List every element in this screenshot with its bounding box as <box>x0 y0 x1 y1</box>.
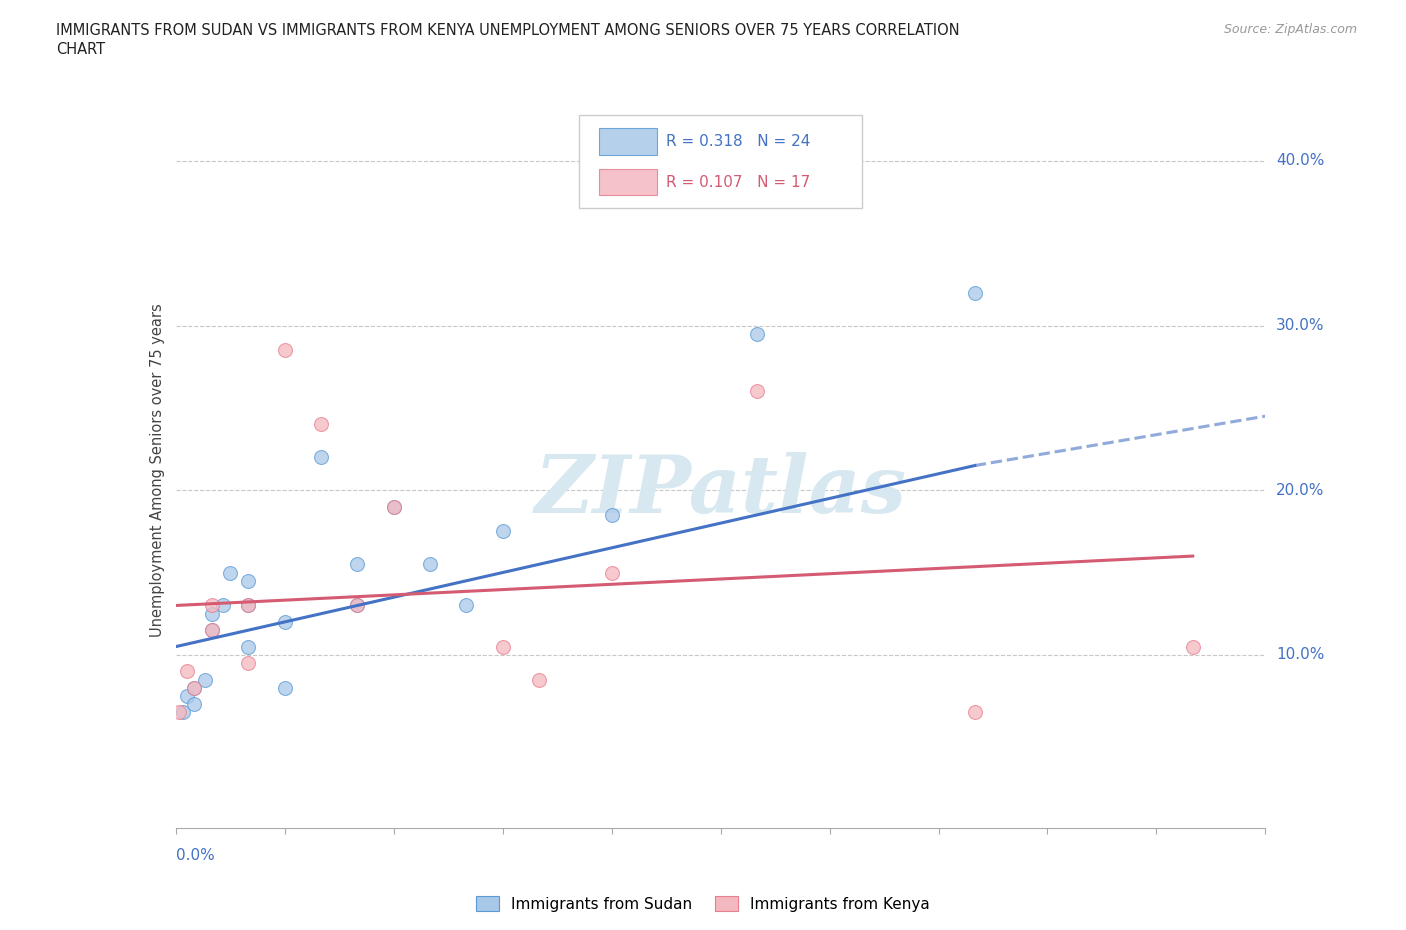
Point <box>194 672 217 687</box>
Text: Source: ZipAtlas.com: Source: ZipAtlas.com <box>1223 23 1357 36</box>
Point <box>456 598 478 613</box>
Point <box>238 598 260 613</box>
Point <box>183 681 205 696</box>
Point <box>963 286 986 300</box>
Y-axis label: Unemployment Among Seniors over 75 years: Unemployment Among Seniors over 75 years <box>149 303 165 636</box>
Point <box>238 573 260 588</box>
Point <box>201 623 224 638</box>
Point <box>309 450 332 465</box>
Point <box>183 681 205 696</box>
Point <box>346 598 368 613</box>
Point <box>274 615 297 630</box>
Point <box>1181 639 1204 654</box>
Point <box>201 606 224 621</box>
Point <box>219 565 242 580</box>
Text: IMMIGRANTS FROM SUDAN VS IMMIGRANTS FROM KENYA UNEMPLOYMENT AMONG SENIORS OVER 7: IMMIGRANTS FROM SUDAN VS IMMIGRANTS FROM… <box>56 23 960 38</box>
Text: 10.0%: 10.0% <box>1277 647 1324 662</box>
Point <box>176 688 198 703</box>
Point <box>346 557 368 572</box>
Point <box>274 343 297 358</box>
Point <box>745 326 768 341</box>
Text: ZIPatlas: ZIPatlas <box>534 452 907 530</box>
FancyBboxPatch shape <box>599 169 658 195</box>
Point <box>183 697 205 711</box>
Point <box>382 499 405 514</box>
Point <box>492 639 515 654</box>
Point <box>238 656 260 671</box>
Point <box>238 598 260 613</box>
Text: 40.0%: 40.0% <box>1277 153 1324 168</box>
Point <box>169 705 191 720</box>
Text: R = 0.318   N = 24: R = 0.318 N = 24 <box>666 134 810 149</box>
Point <box>309 417 332 432</box>
Point <box>527 672 550 687</box>
Point <box>172 705 194 720</box>
Legend: Immigrants from Sudan, Immigrants from Kenya: Immigrants from Sudan, Immigrants from K… <box>470 889 936 918</box>
Point <box>492 524 515 538</box>
Point <box>382 499 405 514</box>
Point <box>419 557 441 572</box>
FancyBboxPatch shape <box>579 115 862 208</box>
Point <box>346 598 368 613</box>
Point <box>201 598 224 613</box>
Point <box>212 598 235 613</box>
Point <box>745 384 768 399</box>
Point <box>201 623 224 638</box>
Point <box>963 705 986 720</box>
Text: 20.0%: 20.0% <box>1277 483 1324 498</box>
Text: 0.0%: 0.0% <box>176 848 215 863</box>
Text: 30.0%: 30.0% <box>1277 318 1324 333</box>
Text: R = 0.107   N = 17: R = 0.107 N = 17 <box>666 175 810 190</box>
Point <box>274 681 297 696</box>
Text: CHART: CHART <box>56 42 105 57</box>
Point <box>600 508 623 523</box>
Point <box>238 639 260 654</box>
Point <box>600 565 623 580</box>
FancyBboxPatch shape <box>599 128 658 154</box>
Point <box>176 664 198 679</box>
